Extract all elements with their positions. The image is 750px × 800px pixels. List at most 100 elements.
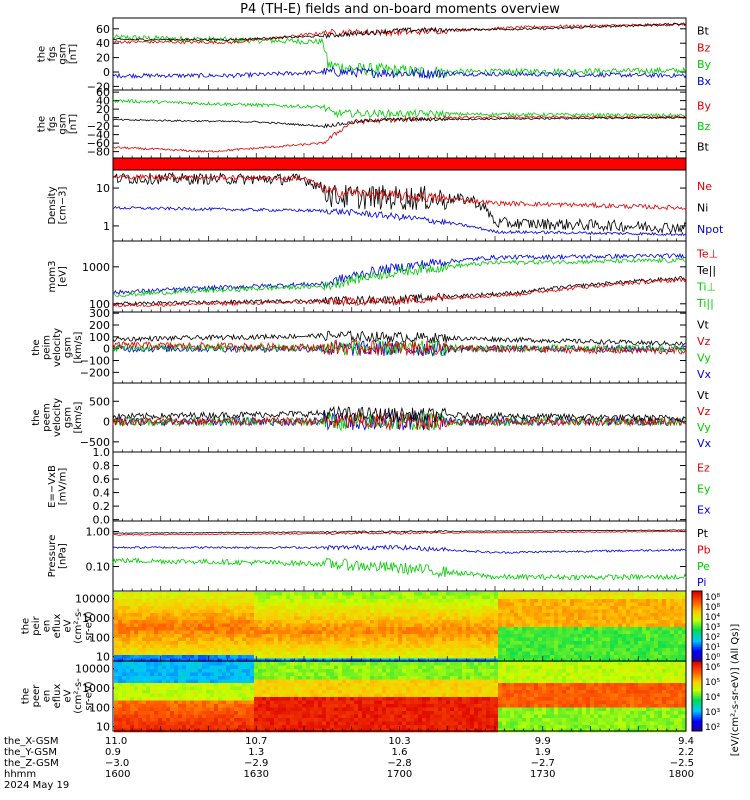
spectrogram-cell [330, 651, 335, 656]
spectrogram-cell [186, 623, 191, 628]
spectrogram-cell [418, 613, 423, 617]
spectrogram-cell [286, 669, 291, 673]
spectrogram-cell [174, 679, 179, 684]
spectrogram-cell [606, 602, 611, 607]
spectrogram-cell [250, 658, 255, 663]
spectrogram-cell [386, 683, 391, 687]
spectrogram-cell [166, 595, 171, 600]
spectrogram-cell [142, 693, 147, 698]
spectrogram-cell [334, 616, 339, 621]
spectrogram-cell [406, 728, 411, 733]
spectrogram-cell [358, 718, 363, 722]
spectrogram-cell [310, 623, 315, 628]
spectrogram-cell [118, 623, 123, 628]
spectrogram-cell [682, 592, 687, 596]
spectrogram-cell [338, 634, 343, 638]
spectrogram-cell [386, 721, 391, 726]
spectrogram-cell [298, 606, 303, 610]
spectrogram-cell [346, 707, 351, 712]
spectrogram-cell [342, 697, 347, 701]
spectrogram-cell [422, 606, 427, 610]
spectrogram-cell [274, 679, 279, 684]
spectrogram-cell [170, 683, 175, 687]
spectrogram-cell [346, 683, 351, 687]
spectrogram-cell [366, 707, 371, 712]
spectrogram-cell [274, 602, 279, 607]
spectrogram-cell [522, 651, 527, 656]
spectrogram-cell [378, 693, 383, 698]
spectrogram-cell [354, 651, 359, 656]
spectrogram-cell [130, 634, 135, 638]
spectrogram-cell [218, 630, 223, 635]
spectrogram-cell [298, 686, 303, 691]
spectrogram-cell [222, 690, 227, 694]
spectrogram-cell [438, 683, 443, 687]
spectrogram-cell [270, 651, 275, 656]
spectrogram-cell [330, 725, 335, 729]
spectrogram-cell [234, 602, 239, 607]
spectrogram-cell [166, 686, 171, 691]
spectrogram-cell [390, 672, 395, 677]
spectrogram-cell [478, 641, 483, 645]
spectrogram-cell [326, 690, 331, 694]
spectrogram-cell [214, 676, 219, 680]
spectrogram-cell [430, 676, 435, 680]
spectrogram-cell [342, 616, 347, 621]
spectrogram-cell [182, 613, 187, 617]
spectrogram-cell [166, 693, 171, 698]
spectrogram-cell [222, 592, 227, 596]
spectrogram-cell [394, 686, 399, 691]
spectrogram-cell [202, 648, 207, 652]
spectrogram-cell [454, 595, 459, 600]
spectrogram-cell [482, 592, 487, 596]
spectrogram-cell [494, 616, 499, 621]
spectrogram-cell [286, 704, 291, 708]
spectrogram-cell [374, 595, 379, 600]
spectrogram-cell [114, 592, 119, 596]
spectrogram-cell [138, 592, 143, 596]
spectrogram-cell [306, 700, 311, 705]
spectrogram-cell [302, 669, 307, 673]
spectrogram-cell [322, 700, 327, 705]
spectrogram-cell [530, 651, 535, 656]
y-tick-label: 60 [96, 23, 110, 36]
spectrogram-cell [218, 616, 223, 621]
spectrogram-cell [682, 609, 687, 614]
spectrogram-cell [162, 630, 167, 635]
spectrogram-cell [370, 651, 375, 656]
spectrogram-cell [202, 690, 207, 694]
spectrogram-cell [434, 616, 439, 621]
spectrogram-cell [154, 697, 159, 701]
spectrogram-cell [462, 613, 467, 617]
spectrogram-cell [318, 644, 323, 649]
spectrogram-cell [254, 718, 259, 722]
spectrogram-cell [246, 602, 251, 607]
spectrogram-cell [306, 683, 311, 687]
spectrogram-cell [154, 595, 159, 600]
spectrogram-cell [446, 613, 451, 617]
spectrogram-cell [622, 623, 627, 628]
spectrogram-cell [486, 592, 491, 596]
spectrogram-cell [390, 704, 395, 708]
spectrogram-cell [374, 658, 379, 663]
spectrogram-cell [406, 662, 411, 666]
spectrogram-cell [442, 700, 447, 705]
spectrogram-cell [150, 676, 155, 680]
spectrogram-cell [138, 728, 143, 733]
spectrogram-cell [206, 700, 211, 705]
spectrogram-cell [166, 714, 171, 719]
spectrogram-cell [630, 655, 635, 659]
spectrogram-cell [446, 592, 451, 596]
spectrogram-cell [122, 686, 127, 691]
spectrogram-cell [170, 721, 175, 726]
spectrogram-cell [226, 679, 231, 684]
spectrogram-cell [506, 616, 511, 621]
spectrogram-cell [282, 721, 287, 726]
spectrogram-cell [578, 658, 583, 663]
spectrogram-cell [130, 641, 135, 645]
spectrogram-cell [190, 602, 195, 607]
spectrogram-cell [666, 658, 671, 663]
spectrogram-cell [210, 613, 215, 617]
spectrogram-cell [350, 616, 355, 621]
spectrogram-cell [406, 725, 411, 729]
